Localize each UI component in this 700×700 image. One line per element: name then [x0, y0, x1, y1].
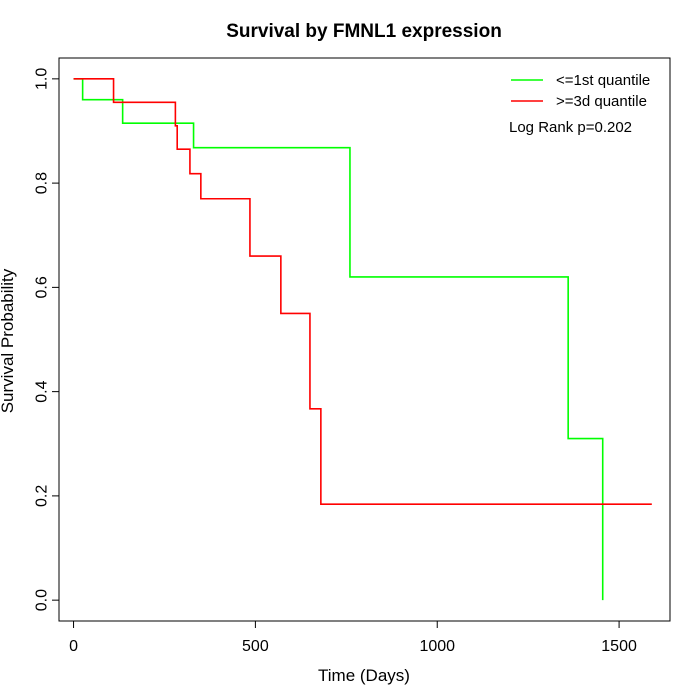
- x-tick-label: 1000: [419, 638, 455, 655]
- legend-entry-2: >=3d quantile: [556, 93, 647, 110]
- legend: <=1st quantile >=3d quantile: [511, 72, 650, 110]
- y-axis-label: Survival Probability: [0, 268, 17, 413]
- chart-title: Survival by FMNL1 expression: [226, 21, 502, 42]
- x-tick-label: 1500: [601, 638, 637, 655]
- log-rank-annotation: Log Rank p=0.202: [509, 119, 632, 136]
- legend-entry-1: <=1st quantile: [556, 72, 650, 89]
- y-tick-label: 0.8: [34, 172, 51, 194]
- x-tick-label: 500: [242, 638, 269, 655]
- x-axis-label: Time (Days): [318, 666, 410, 685]
- y-tick-label: 0.6: [34, 276, 51, 298]
- y-tick-label: 1.0: [34, 68, 51, 90]
- series-line-1: [73, 78, 604, 601]
- plot-area-frame: [58, 57, 671, 622]
- x-axis: 0 500 1000 1500: [69, 620, 637, 655]
- series-line-2: [73, 78, 652, 506]
- y-tick-label: 0.4: [34, 380, 51, 402]
- y-axis: 0.0 0.2 0.4 0.6 0.8 1.0: [34, 68, 60, 611]
- y-tick-label: 0.2: [34, 485, 51, 507]
- series-layer: [73, 78, 652, 601]
- y-tick-label: 0.0: [34, 589, 51, 611]
- x-tick-label: 0: [69, 638, 78, 655]
